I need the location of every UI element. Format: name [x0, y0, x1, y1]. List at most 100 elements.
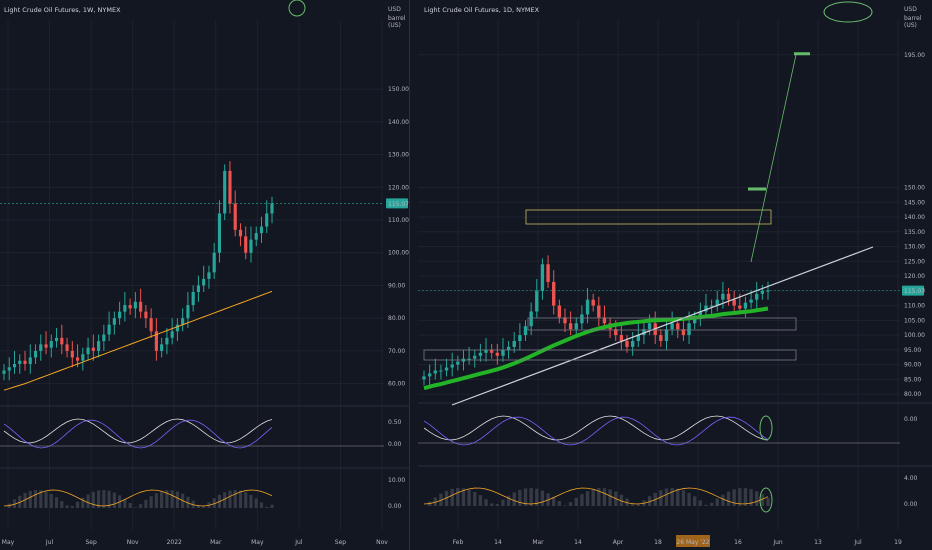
candle-body	[265, 213, 269, 227]
candle-body	[732, 299, 736, 306]
candle-body	[123, 305, 127, 312]
y-tick-label: 90.00	[904, 362, 921, 369]
histogram-bar	[726, 491, 731, 506]
y-tick-label: 90.00	[388, 282, 405, 289]
histogram-bar	[212, 498, 216, 508]
candle-body	[97, 341, 101, 351]
histogram-bar	[259, 502, 264, 508]
histogram-bar	[91, 491, 95, 508]
annotation-ellipse	[823, 1, 873, 23]
candle-body	[186, 305, 190, 319]
histogram-bar	[766, 498, 770, 506]
candle-body	[75, 357, 80, 361]
y-tick-label: 135.00	[904, 229, 925, 236]
histogram-bar	[687, 492, 691, 506]
y-tick-label: 80.00	[904, 391, 921, 398]
histogram-bar	[238, 490, 243, 508]
histogram-bar	[478, 495, 483, 506]
x-tick-label: May	[2, 539, 15, 546]
date-highlight-box	[676, 535, 710, 547]
histogram-bar	[165, 490, 169, 508]
histogram-bar	[535, 488, 539, 506]
candle-body	[625, 340, 629, 347]
candle-body	[196, 285, 201, 292]
histogram-bar	[529, 488, 533, 506]
oscillator2-tick-label: 4.00	[904, 475, 918, 482]
histogram-bar	[439, 493, 443, 506]
candle-body	[676, 323, 680, 330]
histogram-bar	[659, 490, 663, 506]
x-tick-label: Jul	[45, 539, 54, 546]
histogram-bar	[139, 504, 143, 508]
candle-body	[659, 335, 663, 341]
y-tick-label: 105.00	[904, 317, 925, 324]
histogram-bar	[709, 502, 714, 506]
candle-body	[692, 317, 697, 324]
histogram-bar	[44, 491, 48, 508]
candle-body	[473, 355, 477, 359]
daily-chart-title: Light Crude Oil Futures, 1D, NYMEX	[424, 6, 540, 14]
y-tick-label: 140.00	[904, 214, 925, 221]
histogram-bar	[495, 504, 500, 506]
histogram-bar	[636, 504, 640, 506]
weekly-chart-panel[interactable]: 150.00 140.00 130.00 120.00 110.00 100.00 90.0…	[0, 0, 410, 550]
candle-body	[523, 326, 528, 336]
histogram-bar	[489, 503, 494, 506]
histogram-bar	[133, 507, 137, 508]
oscillator2-tick-label: 0.00	[388, 503, 402, 510]
x-tick-label: 16	[734, 539, 742, 546]
histogram-bar	[18, 495, 22, 508]
candle-body	[139, 301, 143, 312]
histogram-bar	[233, 490, 237, 508]
candle-body	[102, 334, 106, 342]
candle-body	[738, 305, 742, 309]
candle-body	[175, 324, 179, 332]
histogram-bar	[619, 494, 624, 506]
candle-body	[60, 337, 64, 345]
candle-body	[585, 299, 590, 315]
histogram-bar	[202, 506, 206, 508]
histogram-bar	[749, 489, 753, 506]
histogram-bar	[144, 499, 148, 508]
histogram-bar	[112, 492, 116, 508]
candle-body	[49, 341, 53, 348]
candle-body	[12, 364, 17, 368]
candle-body	[512, 340, 516, 347]
candle-body	[715, 299, 719, 306]
y-tick-label: 130.00	[904, 244, 925, 251]
candle-body	[743, 302, 748, 309]
support-zone-lower	[423, 349, 797, 361]
candle-body	[518, 335, 522, 341]
histogram-bar	[501, 499, 505, 506]
candle-body	[501, 349, 505, 356]
candle-body	[602, 317, 607, 324]
histogram-bar	[128, 502, 132, 508]
weekly-unit-label: barrel (US)	[388, 15, 406, 29]
candle-body	[160, 344, 164, 351]
x-tick-label: Jul	[294, 539, 303, 546]
oscillator-tick-label: 0.00	[388, 441, 402, 448]
y-tick-label: 125.00	[904, 258, 925, 265]
oscillator-line	[423, 415, 769, 441]
weekly-chart-canvas[interactable]: 150.00 140.00 130.00 120.00 110.00 100.00 90.0…	[0, 0, 410, 550]
y-tick-label: 70.00	[388, 348, 405, 355]
candle-body	[444, 367, 449, 371]
daily-unit-label: barrel (US)	[904, 15, 922, 29]
histogram-bar	[608, 489, 612, 506]
candle-body	[721, 293, 725, 300]
candle-body	[704, 305, 708, 312]
oscillator2-line	[3, 489, 273, 507]
histogram-bar	[196, 504, 201, 508]
histogram-bar	[523, 488, 528, 506]
histogram-bar	[160, 491, 164, 508]
daily-chart-panel[interactable]: 195.00 150.00 145.00 140.00 135.00 130.00 125.…	[418, 0, 932, 550]
candle-body	[478, 352, 483, 356]
moving-average-line	[3, 290, 273, 391]
histogram-bar	[244, 492, 248, 508]
histogram-bar	[743, 488, 748, 506]
histogram-bar	[107, 490, 111, 508]
candle-body	[642, 329, 646, 336]
histogram-bar	[102, 490, 106, 508]
daily-chart-canvas[interactable]: 195.00150.00145.00140.00135.00130.00125.…	[418, 0, 932, 550]
candle-body	[33, 350, 38, 358]
